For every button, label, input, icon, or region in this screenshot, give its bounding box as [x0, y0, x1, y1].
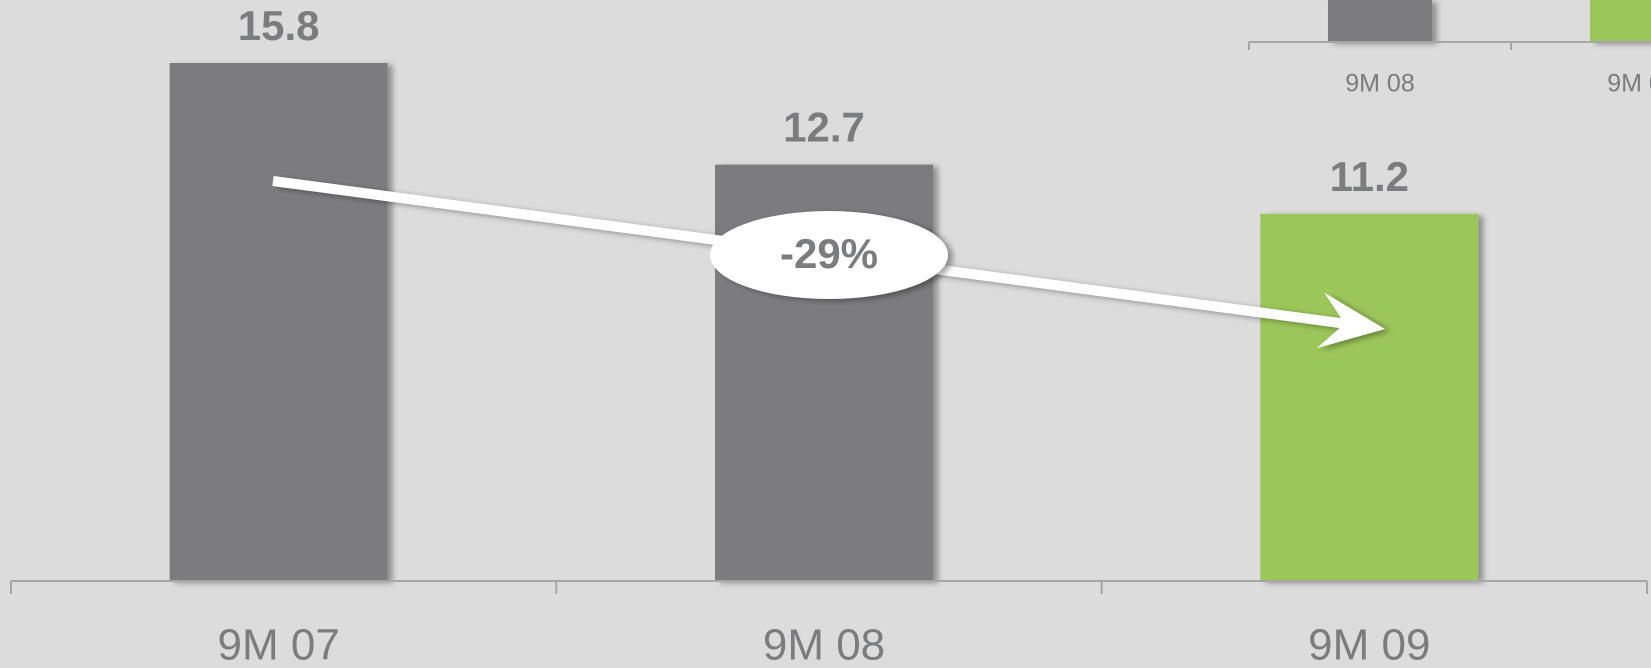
x-tick-label: 9M 09 — [1308, 621, 1430, 668]
inset-tick-label: 9M 09 — [1607, 70, 1651, 98]
annotation-bubble — [710, 211, 948, 299]
bar — [1260, 213, 1479, 581]
value-label: 11.2 — [1330, 153, 1409, 200]
inset-bar — [1328, 0, 1432, 42]
x-tick-label: 9M 08 — [763, 621, 885, 668]
inset-tick-label: 9M 08 — [1345, 70, 1414, 98]
bar — [169, 63, 388, 581]
annotation: -29% — [272, 176, 1386, 349]
annotation-text: -29% — [780, 230, 878, 277]
value-label: 15.8 — [238, 2, 320, 49]
x-tick-label: 9M 07 — [218, 621, 340, 668]
inset-bar — [1590, 0, 1651, 42]
arrow — [272, 176, 1386, 349]
value-label: 12.7 — [783, 104, 865, 151]
main-chart: 15.8 9M 07 12.7 9M 08 11.2 9M 09 — [10, 2, 1648, 668]
inset-chart: 9M 08 9M 09 — [1248, 0, 1651, 98]
